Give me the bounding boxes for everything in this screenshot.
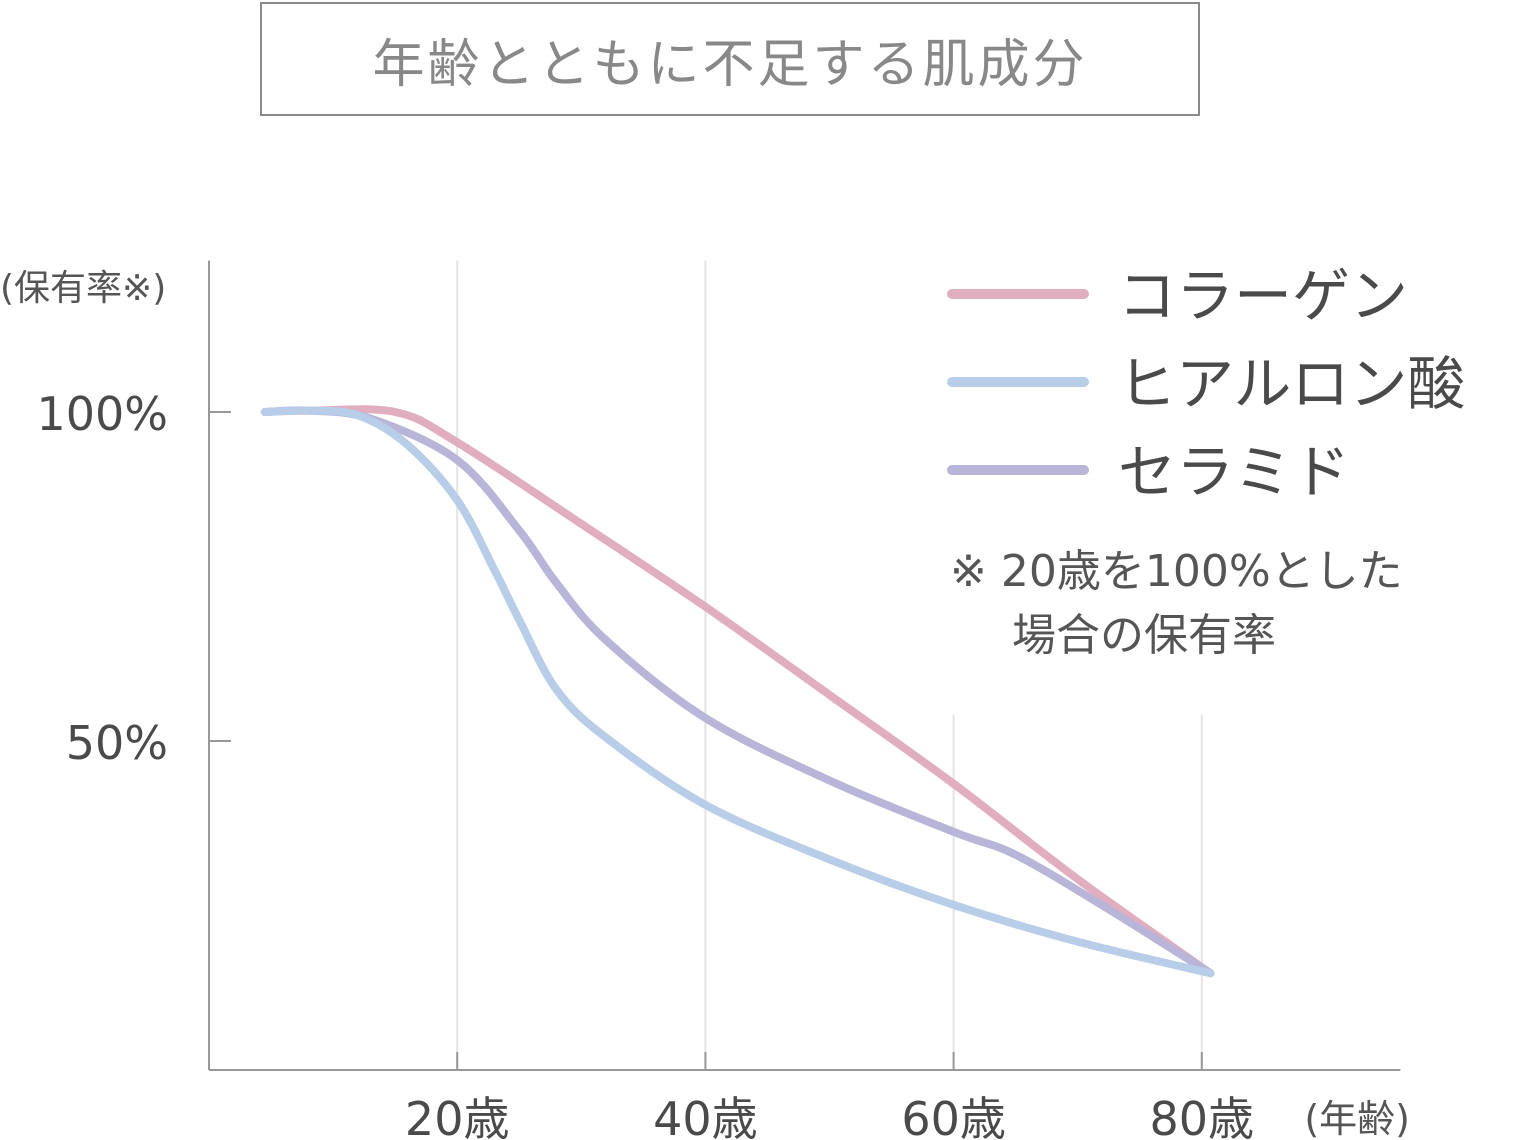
x-tick-label: 60歳: [901, 1092, 1006, 1140]
y-axis-label: (保有率※): [0, 268, 166, 309]
legend-label: コラーゲン: [1118, 262, 1408, 330]
legend-label: セラミド: [1118, 438, 1350, 506]
x-axis-label: (年齢): [1304, 1097, 1410, 1140]
series-line-2: [260, 406, 1215, 978]
y-tick-label: 50%: [66, 716, 168, 770]
chart-title: 年齢とともに不足する肌成分: [260, 2, 1200, 116]
x-tick-label: 20歳: [405, 1092, 510, 1140]
chart-note: ※ 20歳を100%とした 場合の保有率: [950, 540, 1403, 668]
series-line-3: [260, 406, 1215, 978]
y-tick-label: 100%: [36, 387, 168, 441]
series-line-1: [260, 405, 1215, 978]
note-line-1: ※ 20歳を100%とした: [950, 546, 1403, 597]
x-tick-label: 80歳: [1150, 1092, 1255, 1140]
legend-label: ヒアルロン酸: [1118, 350, 1465, 418]
note-line-2: 場合の保有率: [1012, 610, 1276, 661]
x-tick-label: 40歳: [653, 1092, 758, 1140]
